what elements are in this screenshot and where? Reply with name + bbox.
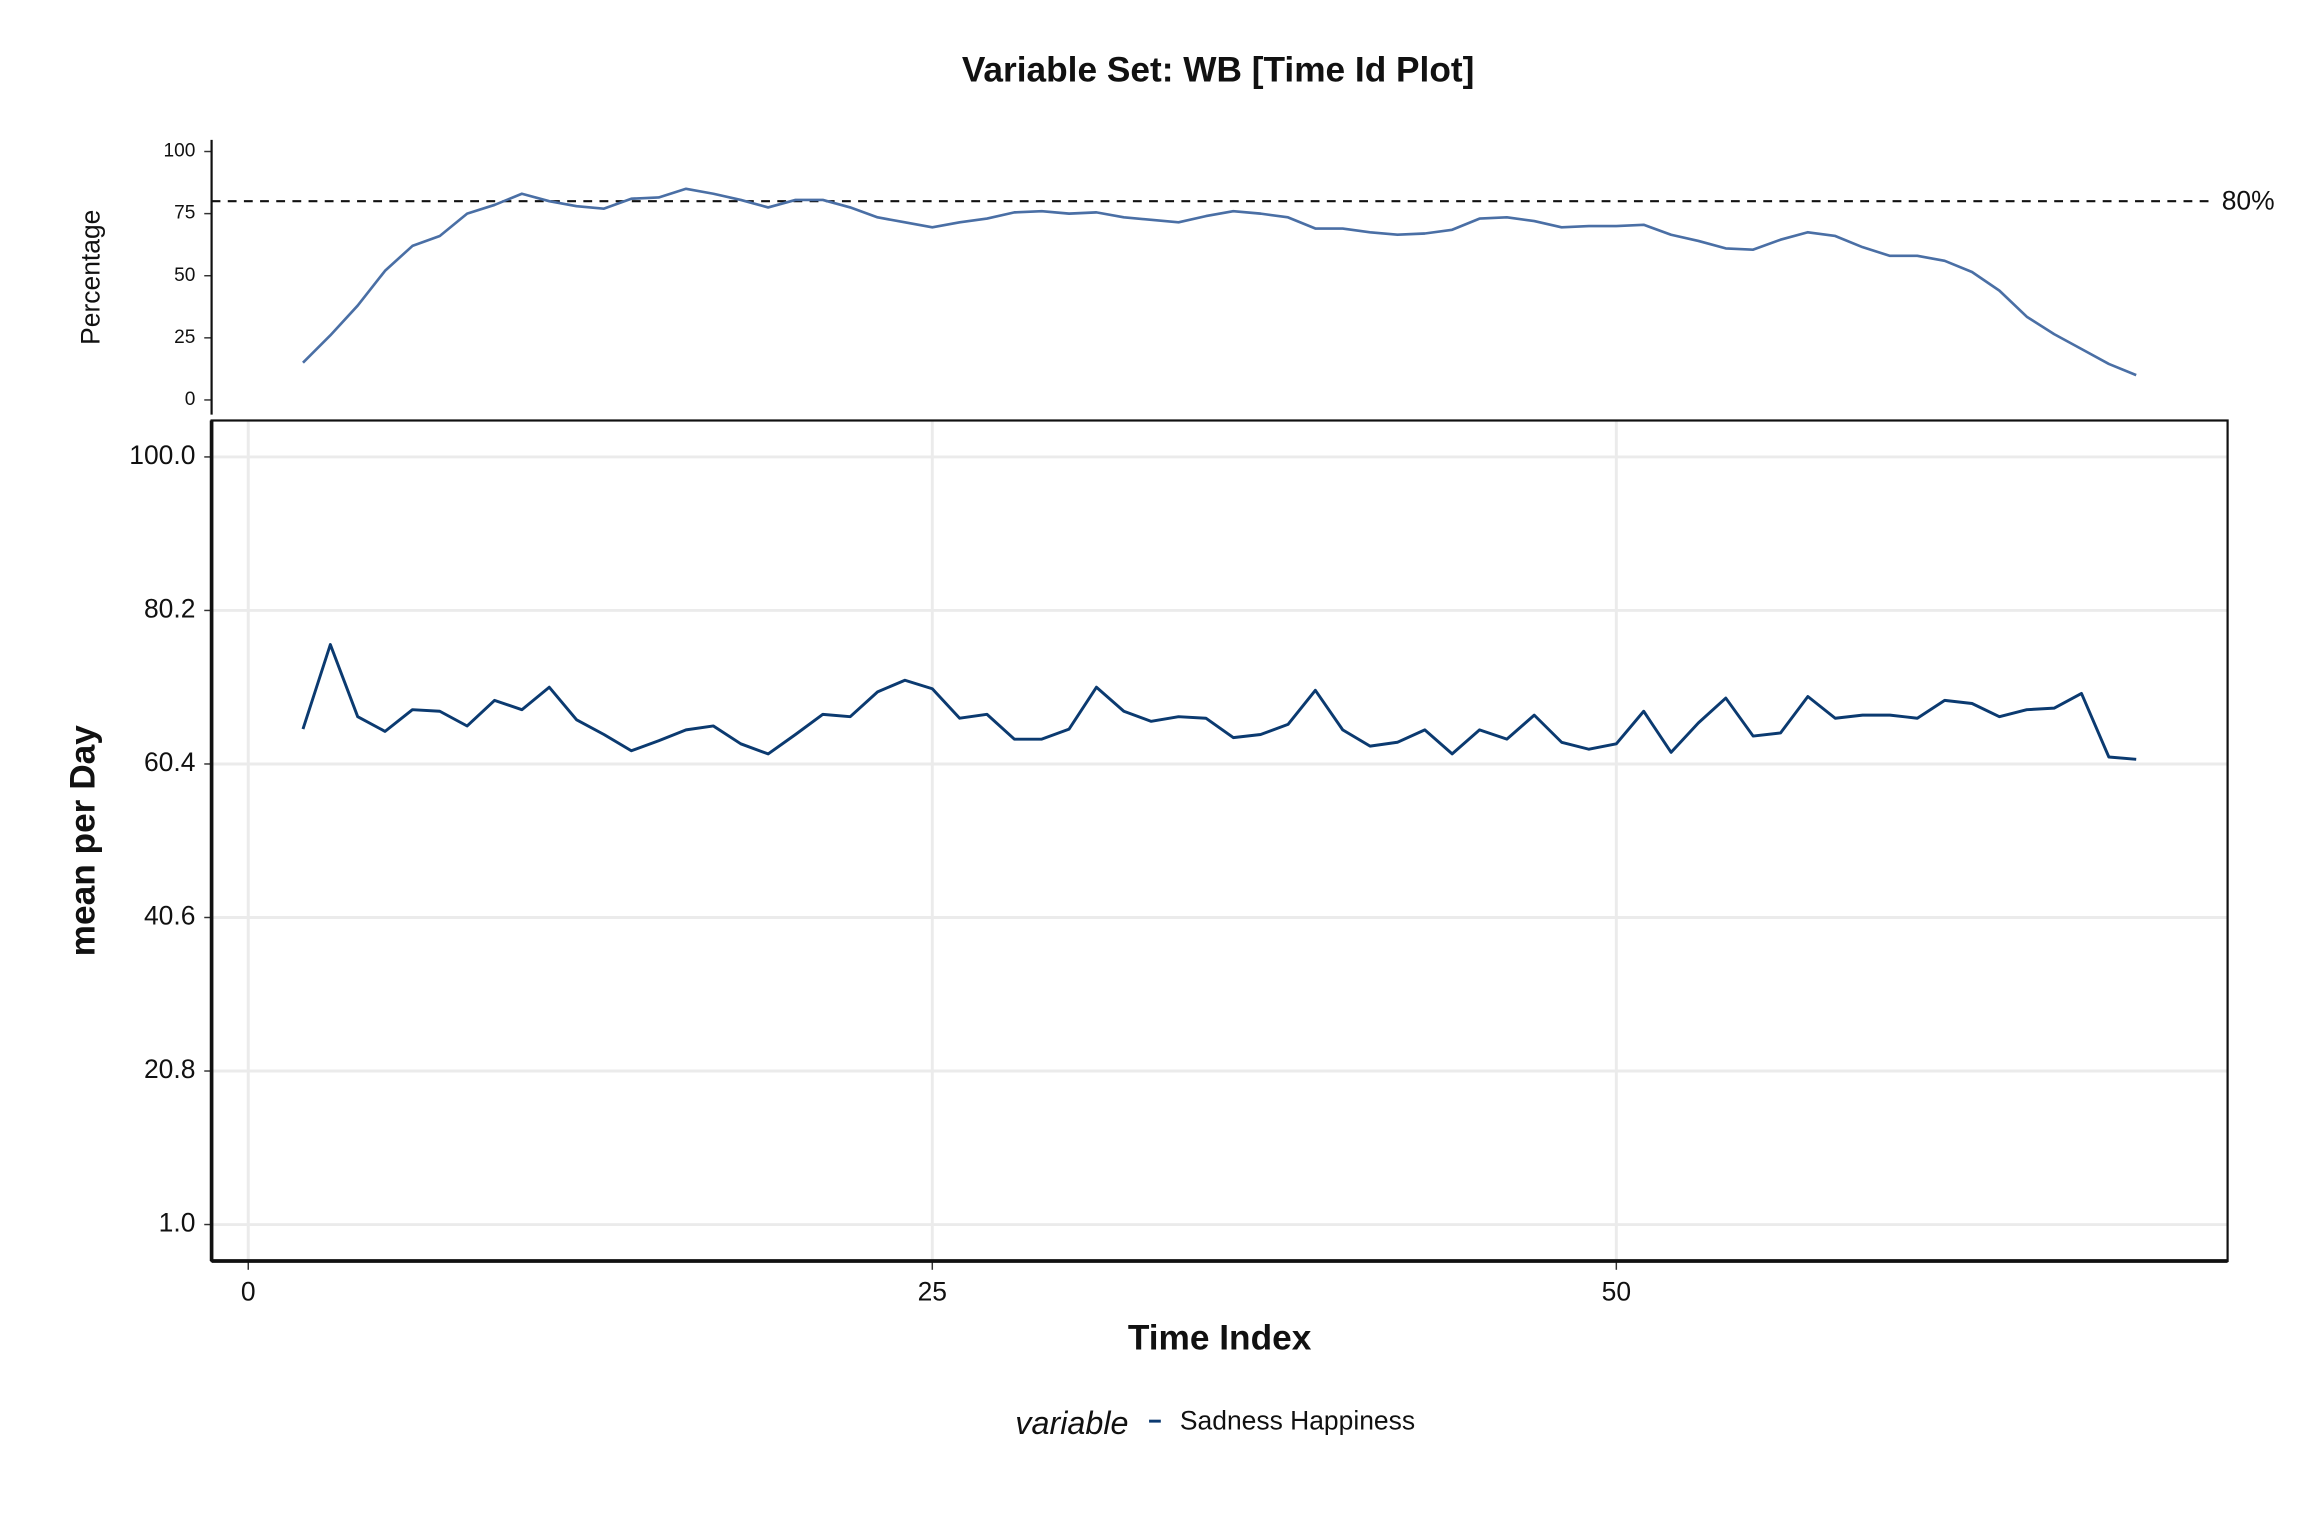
y-tick-label: 100	[164, 141, 196, 162]
x-tick-label: 50	[1602, 1276, 1631, 1306]
y-tick-label: 75	[174, 203, 195, 224]
y-tick-label: 20.8	[144, 1054, 195, 1084]
x-tick-label: 0	[241, 1276, 256, 1306]
legend-title: variable	[1015, 1405, 1128, 1441]
x-axis-label: Time Index	[1128, 1319, 1312, 1358]
y-tick-label: 0	[185, 389, 196, 410]
y-tick-label: 80.2	[144, 593, 195, 623]
y-tick-label: 60.4	[144, 747, 195, 777]
chart-title: Variable Set: WB [Time Id Plot]	[962, 51, 1475, 90]
y-axis-label: mean per Day	[64, 725, 103, 957]
x-tick-label: 25	[918, 1276, 947, 1306]
y-tick-label: 25	[174, 327, 195, 348]
y-tick-label: 1.0	[159, 1208, 196, 1238]
y-tick-label: 40.6	[144, 900, 195, 930]
series-line	[302, 187, 2137, 377]
y-tick-label: 50	[174, 265, 195, 286]
legend-label: Sadness Happiness	[1180, 1406, 1415, 1436]
y-axis-label: Percentage	[76, 210, 106, 345]
series-line	[301, 643, 2137, 761]
reference-label: 80%	[2222, 186, 2275, 216]
y-tick-label: 100.0	[129, 440, 195, 470]
